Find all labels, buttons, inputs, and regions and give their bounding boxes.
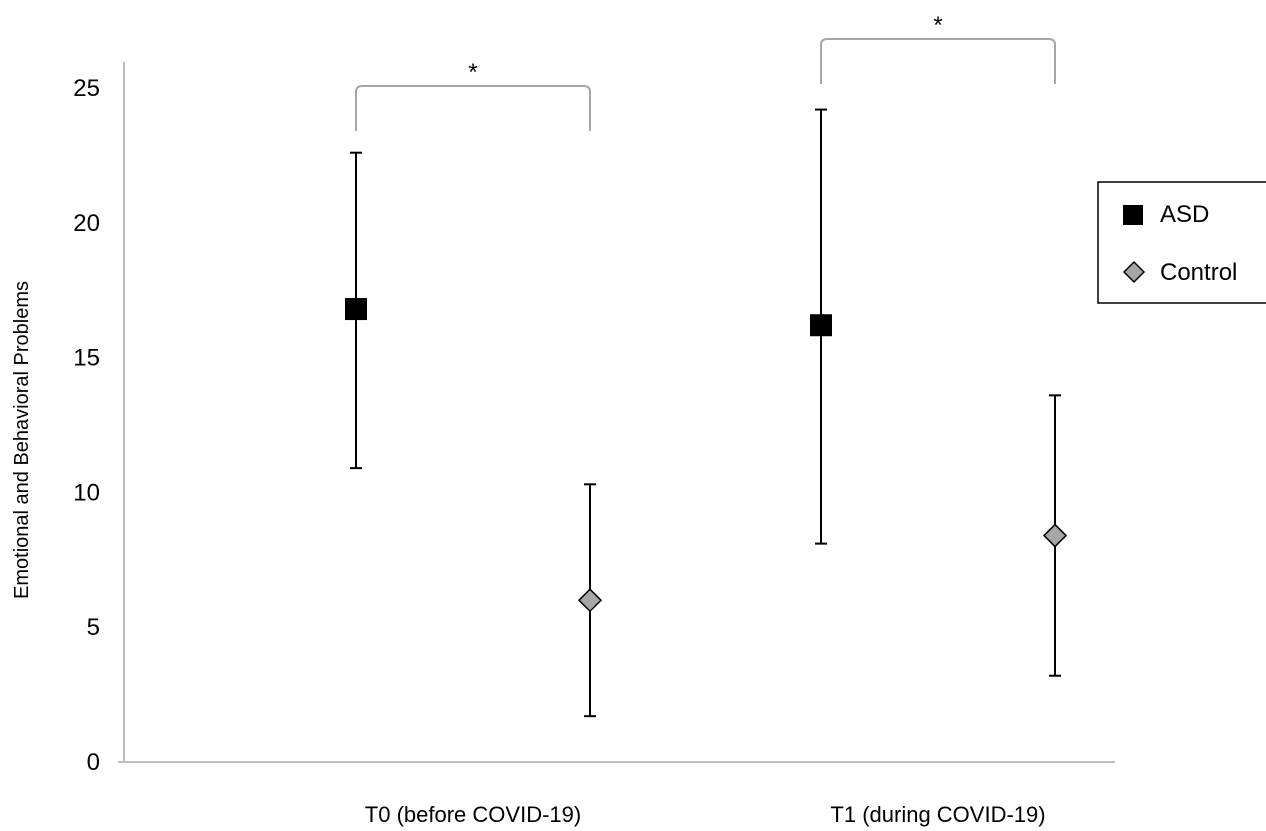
x-category-label: T0 (before COVID-19) bbox=[365, 802, 581, 827]
x-category-labels: T0 (before COVID-19) T1 (during COVID-19) bbox=[365, 802, 1046, 827]
significance-star: * bbox=[468, 59, 477, 86]
data-point-control bbox=[1042, 523, 1068, 548]
data-markers bbox=[345, 298, 1068, 613]
y-tick-labels: 0 5 10 15 20 25 bbox=[73, 75, 100, 776]
legend: ASD Control bbox=[1097, 181, 1266, 304]
y-tick-label: 15 bbox=[73, 345, 100, 372]
legend-label-asd: ASD bbox=[1160, 201, 1209, 228]
legend-box bbox=[1097, 181, 1266, 304]
significance-bracket bbox=[820, 38, 1056, 84]
y-tick-label: 0 bbox=[87, 749, 100, 776]
y-tick-label: 20 bbox=[73, 210, 100, 237]
y-tick-label: 25 bbox=[73, 75, 100, 102]
legend-marker-asd bbox=[1123, 205, 1143, 225]
y-axis-label: Emotional and Behavioral Problems bbox=[11, 281, 33, 599]
significance-brackets: ** bbox=[355, 12, 1056, 131]
y-tick-label: 10 bbox=[73, 479, 100, 506]
data-point-control bbox=[577, 588, 603, 613]
error-bars bbox=[350, 108, 1061, 718]
significance-bracket bbox=[355, 85, 591, 131]
data-point-asd bbox=[810, 314, 832, 337]
axes bbox=[118, 62, 1115, 763]
significance-star: * bbox=[933, 12, 942, 39]
legend-label-control: Control bbox=[1160, 259, 1237, 286]
legend-marker-control bbox=[1122, 260, 1146, 284]
data-point-asd bbox=[345, 298, 367, 321]
y-tick-label: 5 bbox=[87, 614, 100, 641]
x-category-label: T1 (during COVID-19) bbox=[830, 802, 1045, 827]
